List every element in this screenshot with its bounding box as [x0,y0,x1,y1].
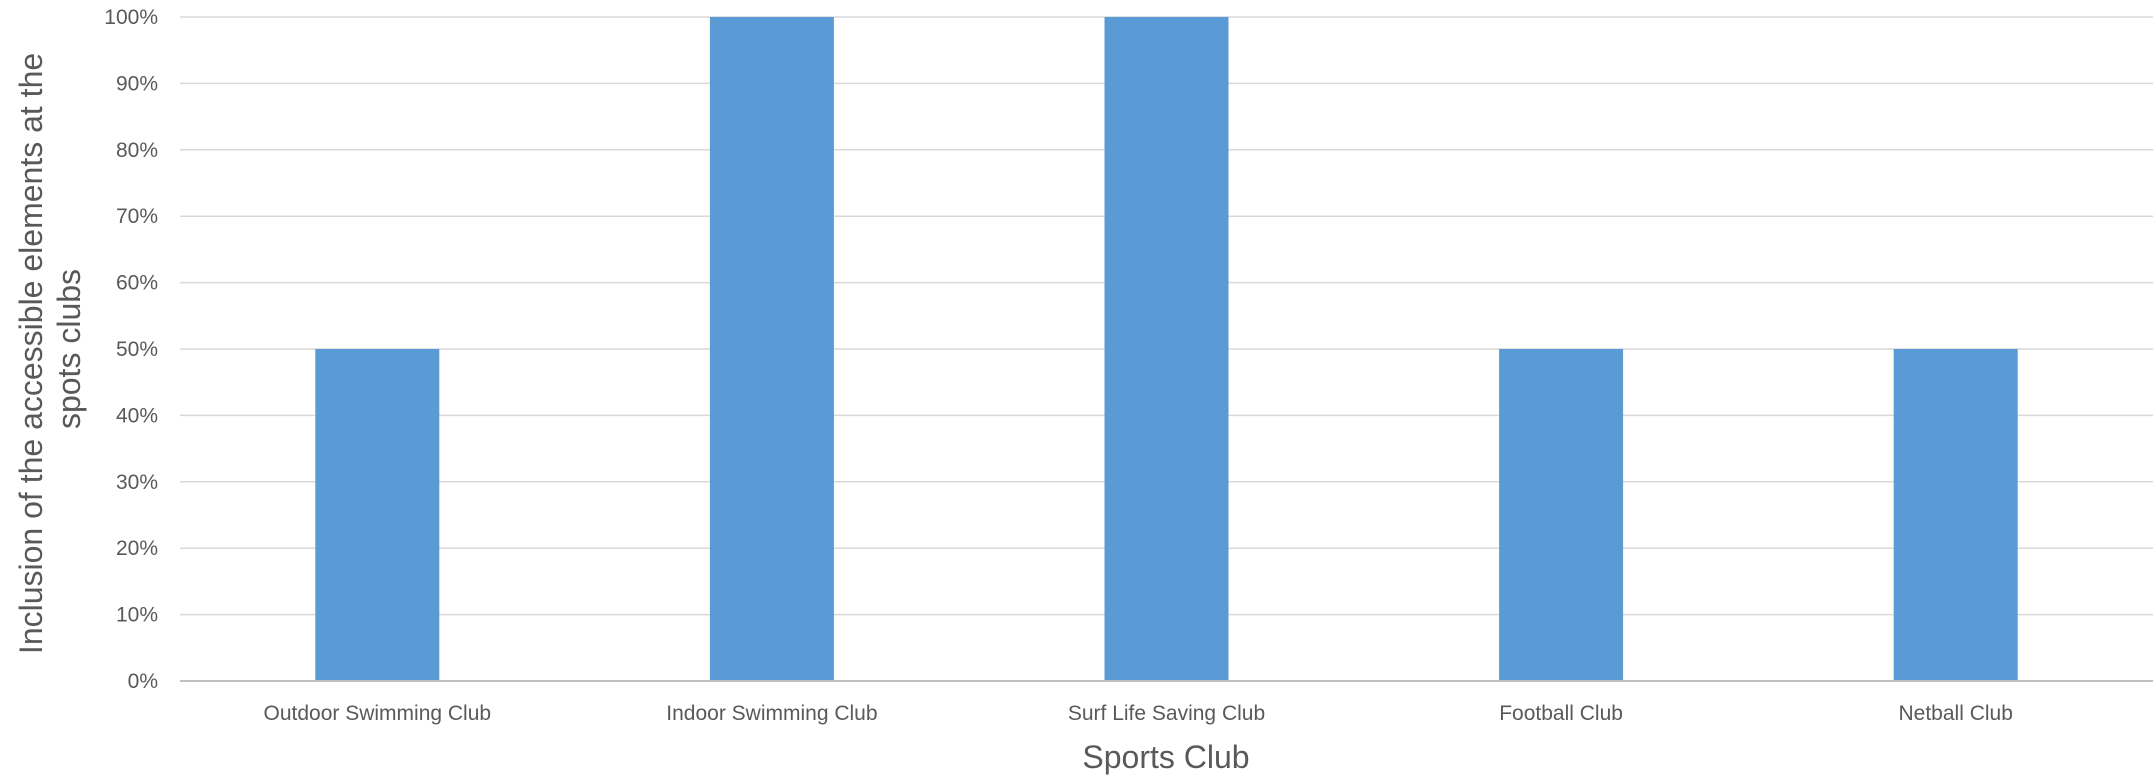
y-tick-label: 0% [128,670,158,693]
y-tick-label: 50% [116,338,158,361]
y-tick-label: 90% [116,72,158,95]
y-axis-title-line-1: Inclusion of the accessible elements at … [13,53,49,654]
y-tick-label: 40% [116,404,158,427]
bars [315,17,2018,681]
y-tick-label: 100% [104,6,158,29]
x-tick-label: Outdoor Swimming Club [264,702,492,725]
y-axis-title: Inclusion of the accessible elements at … [13,44,87,654]
y-tick-label: 10% [116,604,158,627]
y-axis-title-line-2: spots clubs [51,269,87,429]
y-tick-label: 20% [116,537,158,560]
x-axis-title: Sports Club [1082,739,1249,775]
bar [1499,349,1624,681]
bar [1104,17,1229,681]
x-tick-labels: Outdoor Swimming Club Indoor Swimming Clu… [264,702,2013,725]
y-tick-label: 30% [116,471,158,494]
bar [709,17,834,681]
x-tick-label: Surf Life Saving Club [1068,702,1265,725]
y-tick-label: 70% [116,205,158,228]
x-tick-label: Netball Club [1898,702,2012,725]
y-tick-label: 80% [116,139,158,162]
y-tick-labels: 0% 10% 20% 30% 40% 50% 60% 70% 80% 90% 100% [104,6,158,693]
bar [1893,349,2018,681]
y-tick-label: 60% [116,272,158,295]
bar [315,349,440,681]
x-tick-label: Football Club [1499,702,1623,725]
x-tick-label: Indoor Swimming Club [666,702,877,725]
